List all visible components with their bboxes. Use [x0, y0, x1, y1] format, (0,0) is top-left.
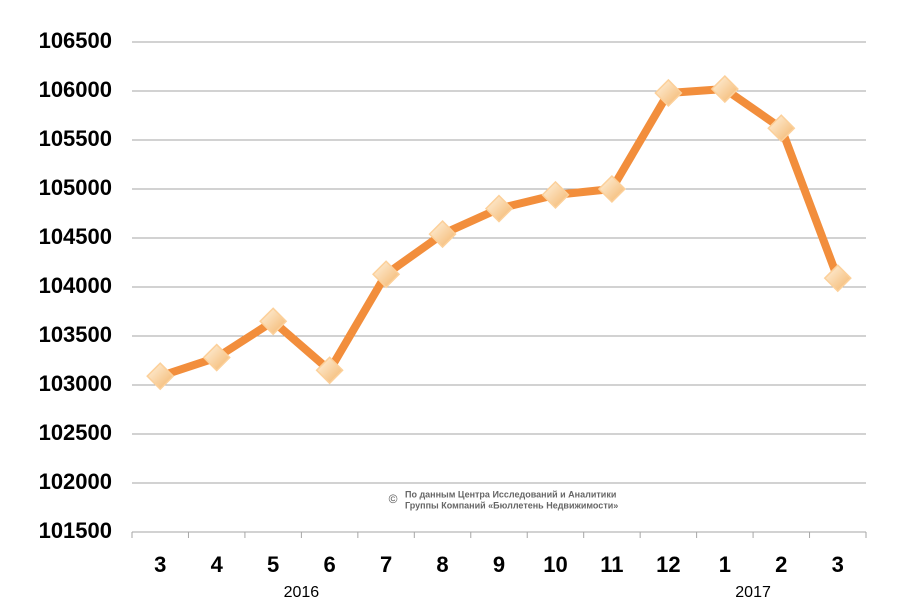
y-tick-label: 103500 [39, 322, 112, 347]
y-tick-label: 104000 [39, 273, 112, 298]
y-tick-label: 105500 [39, 126, 112, 151]
marker [654, 78, 683, 108]
x-tick-label: 9 [493, 552, 505, 577]
x-tick-label: 1 [719, 552, 731, 577]
watermark-line: По данным Центра Исследований и Аналитик… [405, 489, 616, 499]
y-tick-label: 102500 [39, 420, 112, 445]
marker [259, 307, 288, 336]
marker [315, 356, 344, 385]
y-tick-label: 102000 [39, 469, 112, 494]
x-tick-label: 11 [600, 552, 623, 577]
year-label: 2016 [284, 584, 320, 601]
x-tick-label: 3 [832, 552, 844, 577]
x-tick-label: 8 [436, 552, 448, 577]
marker [146, 362, 175, 391]
marker [202, 343, 231, 372]
series-line [158, 85, 842, 380]
marker [484, 194, 514, 223]
x-tick-label: 10 [543, 552, 567, 577]
x-tick-label: 5 [267, 552, 279, 577]
y-tick-label: 104500 [39, 224, 112, 249]
marker [710, 74, 739, 104]
x-tick-label: 3 [154, 552, 166, 577]
year-label: 2017 [735, 584, 771, 601]
x-tick-label: 2 [775, 552, 787, 577]
y-tick-label: 106000 [39, 77, 112, 102]
y-tick-label: 101500 [39, 518, 112, 543]
marker [372, 260, 401, 289]
marker [767, 114, 796, 143]
watermark-symbol: © [389, 492, 398, 506]
marker [428, 220, 457, 249]
watermark-line: Группы Компаний «Бюллетень Недвижимости» [405, 500, 618, 510]
y-tick-label: 103000 [39, 371, 112, 396]
marker [597, 174, 626, 204]
y-tick-label: 106500 [39, 28, 112, 53]
x-tick-label: 6 [323, 552, 335, 577]
y-tick-label: 105000 [39, 175, 112, 200]
x-tick-label: 12 [656, 552, 680, 577]
marker [541, 180, 570, 209]
x-tick-label: 4 [211, 552, 224, 577]
x-tick-label: 7 [380, 552, 392, 577]
marker [823, 264, 852, 293]
